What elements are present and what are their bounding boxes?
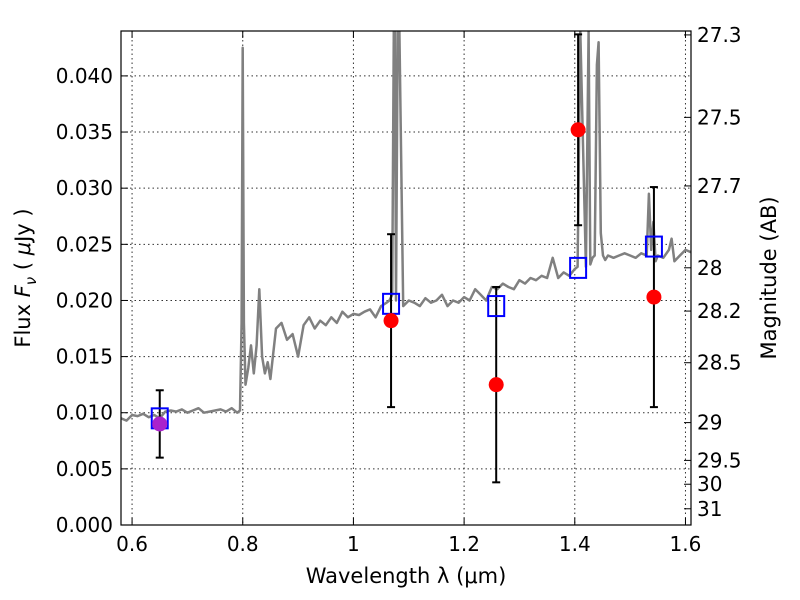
right-tick-label-7: 29.5 xyxy=(697,448,742,472)
x-axis-label: Wavelength λ (μm) xyxy=(306,564,507,588)
right-tick-label-5: 28.5 xyxy=(697,351,742,375)
right-axis-label: Magnitude (AB) xyxy=(757,196,781,359)
right-tick-label-3: 28 xyxy=(697,256,722,280)
observed-point-0 xyxy=(152,416,168,432)
axis-ticks xyxy=(121,31,691,526)
model-point-2 xyxy=(487,295,506,318)
x-tick-label-4: 1.4 xyxy=(559,532,591,556)
y-label-subscript: ν xyxy=(22,277,40,285)
x-tick-label-0: 0.6 xyxy=(116,532,148,556)
right-tick-label-9: 31 xyxy=(697,497,722,521)
y-tick-label-8: 0.040 xyxy=(56,64,113,88)
right-tick-label-8: 30 xyxy=(697,472,722,496)
y-label-unit-symbol: μ xyxy=(11,242,35,256)
right-tick-label-4: 28.2 xyxy=(697,299,742,323)
y-tick-label-0: 0.000 xyxy=(56,513,113,537)
observed-point-1 xyxy=(383,313,399,329)
x-tick-label-2: 1 xyxy=(347,532,360,556)
y-tick-label-7: 0.035 xyxy=(56,120,113,144)
y-label-post: ( xyxy=(11,255,35,277)
plot-frame xyxy=(120,30,692,526)
observed-series xyxy=(152,122,662,432)
x-tick-label-5: 1.6 xyxy=(670,532,702,556)
spectrum-series xyxy=(121,31,691,422)
y-tick-label-3: 0.015 xyxy=(56,345,113,369)
x-tick-label-3: 1.2 xyxy=(448,532,480,556)
model-series xyxy=(150,235,663,430)
observed-point-2 xyxy=(488,377,504,393)
y-tick-label-4: 0.020 xyxy=(56,288,113,312)
right-tick-label-2: 27.7 xyxy=(697,174,742,198)
y-tick-label-6: 0.030 xyxy=(56,176,113,200)
y-tick-label-1: 0.005 xyxy=(56,457,113,481)
y-label-symbol: F xyxy=(11,284,35,297)
observed-point-4 xyxy=(646,289,662,305)
x-tick-label-1: 0.8 xyxy=(227,532,259,556)
y-axis-label: Flux Fν ( μJy ) xyxy=(11,208,40,347)
model-point-3 xyxy=(569,256,588,279)
right-tick-label-6: 29 xyxy=(697,411,722,435)
tick-labels: 0.6 0.8 1 1.2 1.4 1.6 0.000 0.005 0.010 0.015 0.02… xyxy=(56,23,742,556)
y-label-unit: Jy ) xyxy=(11,208,35,244)
grid xyxy=(121,31,691,525)
y-tick-label-2: 0.010 xyxy=(56,401,113,425)
spectrum-line xyxy=(121,31,691,422)
observed-point-3 xyxy=(570,122,586,138)
right-tick-label-1: 27.5 xyxy=(697,105,742,129)
model-point-4 xyxy=(644,235,663,258)
y-tick-label-5: 0.025 xyxy=(56,232,113,256)
y-label-pre: Flux xyxy=(11,297,35,347)
right-tick-label-0: 27.3 xyxy=(697,23,742,47)
